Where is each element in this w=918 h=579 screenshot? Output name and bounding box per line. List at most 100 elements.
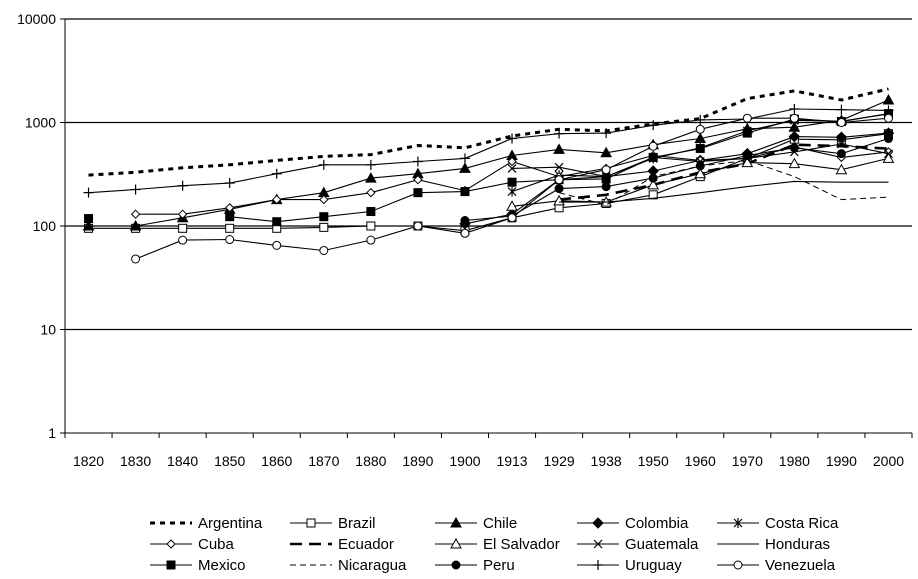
point-uruguay <box>789 104 800 115</box>
point-chile <box>553 143 565 154</box>
series-lines <box>82 87 895 264</box>
point-mexico <box>84 214 94 224</box>
legend-label-honduras: Honduras <box>765 536 830 553</box>
point-peru <box>789 143 799 153</box>
point-guatemala <box>836 139 846 149</box>
point-cuba <box>319 194 329 205</box>
point-venezuela <box>225 235 235 245</box>
point-peru <box>554 184 564 194</box>
legend-label-brazil: Brazil <box>338 515 376 532</box>
legend-item-honduras: Honduras <box>717 536 830 553</box>
legend-marker-colombia <box>592 517 604 529</box>
point-venezuela <box>883 113 893 123</box>
x-tick-label: 1890 <box>402 453 433 469</box>
legend-item-argentina: Argentina <box>150 515 263 532</box>
x-tick-label: 1900 <box>449 453 480 469</box>
point-mexico <box>695 144 705 154</box>
point-venezuela <box>554 175 564 185</box>
point-chile <box>600 146 612 158</box>
legend-label-venezuela: Venezuela <box>765 557 836 574</box>
point-peru <box>883 134 893 144</box>
x-tick-label: 1913 <box>496 453 527 469</box>
point-peru <box>648 173 658 183</box>
point-chile <box>82 219 95 231</box>
point-venezuela <box>601 165 611 175</box>
legend-label-guatemala: Guatemala <box>625 536 699 553</box>
point-venezuela <box>413 221 423 231</box>
point-colombia <box>788 130 801 143</box>
point-peru <box>460 216 470 226</box>
point-uruguay <box>318 159 329 170</box>
point-cuba <box>177 209 188 219</box>
point-uruguay <box>177 180 188 191</box>
legend-marker-uruguay <box>593 560 603 570</box>
x-tick-label: 1850 <box>214 453 245 469</box>
legend-item-brazil: Brazil <box>290 515 376 532</box>
legend-label-cuba: Cuba <box>198 536 235 553</box>
point-el-salvador <box>506 200 518 211</box>
series-peru <box>460 134 893 226</box>
point-cuba <box>224 203 235 213</box>
legend-item-uruguay: Uruguay <box>577 557 682 574</box>
legend-item-venezuela: Venezuela <box>717 557 836 574</box>
legend-label-uruguay: Uruguay <box>625 557 682 574</box>
legend-item-guatemala: Guatemala <box>577 536 699 553</box>
point-guatemala <box>507 163 517 173</box>
point-cuba <box>130 209 141 219</box>
point-chile <box>129 219 142 231</box>
x-tick-labels: 1820 1830 1840 1850 1860 1870 1880 1890 1900 1913… <box>73 453 904 469</box>
legend-item-chile: Chile <box>435 515 517 532</box>
legend-item-cuba: Cuba <box>150 536 235 553</box>
point-cuba <box>272 194 282 205</box>
series-line-colombia <box>464 132 889 225</box>
x-tick-label: 1840 <box>167 453 198 469</box>
point-chile <box>882 93 895 105</box>
point-chile <box>365 172 377 183</box>
legend-marker-costa-rica <box>733 518 743 528</box>
point-venezuela <box>178 235 188 245</box>
point-uruguay <box>224 178 235 189</box>
legend-label-chile: Chile <box>483 515 517 532</box>
x-tick-label: 1830 <box>120 453 151 469</box>
point-cuba <box>413 175 423 185</box>
point-peru <box>742 150 752 160</box>
legend-item-colombia: Colombia <box>577 515 689 532</box>
y-tick-label: 100 <box>33 218 57 234</box>
legend-label-colombia: Colombia <box>625 515 689 532</box>
legend-marker-brazil <box>306 518 316 528</box>
legend-item-mexico: Mexico <box>150 557 246 574</box>
x-tick-label: 1870 <box>308 453 339 469</box>
point-el-salvador <box>741 156 754 168</box>
legend-label-el-salvador: El Salvador <box>483 536 560 553</box>
legend-label-ecuador: Ecuador <box>338 536 394 553</box>
point-costa-rica <box>507 186 517 197</box>
point-brazil <box>366 221 376 231</box>
series-venezuela <box>131 113 893 264</box>
legend-item-costa-rica: Costa Rica <box>717 515 839 532</box>
series-el-salvador <box>506 152 895 211</box>
point-uruguay <box>130 184 141 195</box>
x-tick-label: 1980 <box>779 453 810 469</box>
legend-label-costa-rica: Costa Rica <box>765 515 839 532</box>
point-el-salvador <box>835 163 848 175</box>
series-nicaragua <box>558 159 889 206</box>
point-venezuela <box>648 141 658 151</box>
point-brazil <box>319 222 329 232</box>
point-venezuela <box>507 213 517 223</box>
series-line-peru <box>464 137 889 222</box>
point-uruguay <box>601 128 612 139</box>
legend-marker-el-salvador <box>450 537 462 549</box>
point-uruguay <box>271 168 282 179</box>
point-mexico <box>648 152 658 162</box>
x-tick-label: 1820 <box>73 453 104 469</box>
y-tick-label: 1 <box>48 425 56 441</box>
point-venezuela <box>460 228 470 238</box>
point-mexico <box>460 187 470 197</box>
point-colombia <box>835 131 848 143</box>
point-mexico <box>742 128 752 138</box>
legend-marker-guatemala <box>593 539 603 549</box>
y-tick-label: 10 <box>40 322 56 338</box>
point-uruguay <box>507 133 518 144</box>
point-mexico <box>319 212 329 222</box>
